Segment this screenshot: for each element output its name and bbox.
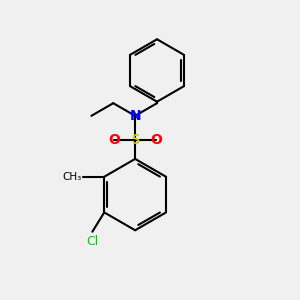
Text: CH₃: CH₃ <box>63 172 82 182</box>
Text: S: S <box>131 133 139 147</box>
Text: Cl: Cl <box>86 235 98 248</box>
Text: O: O <box>150 133 162 147</box>
Text: N: N <box>129 109 141 123</box>
Text: O: O <box>108 133 120 147</box>
